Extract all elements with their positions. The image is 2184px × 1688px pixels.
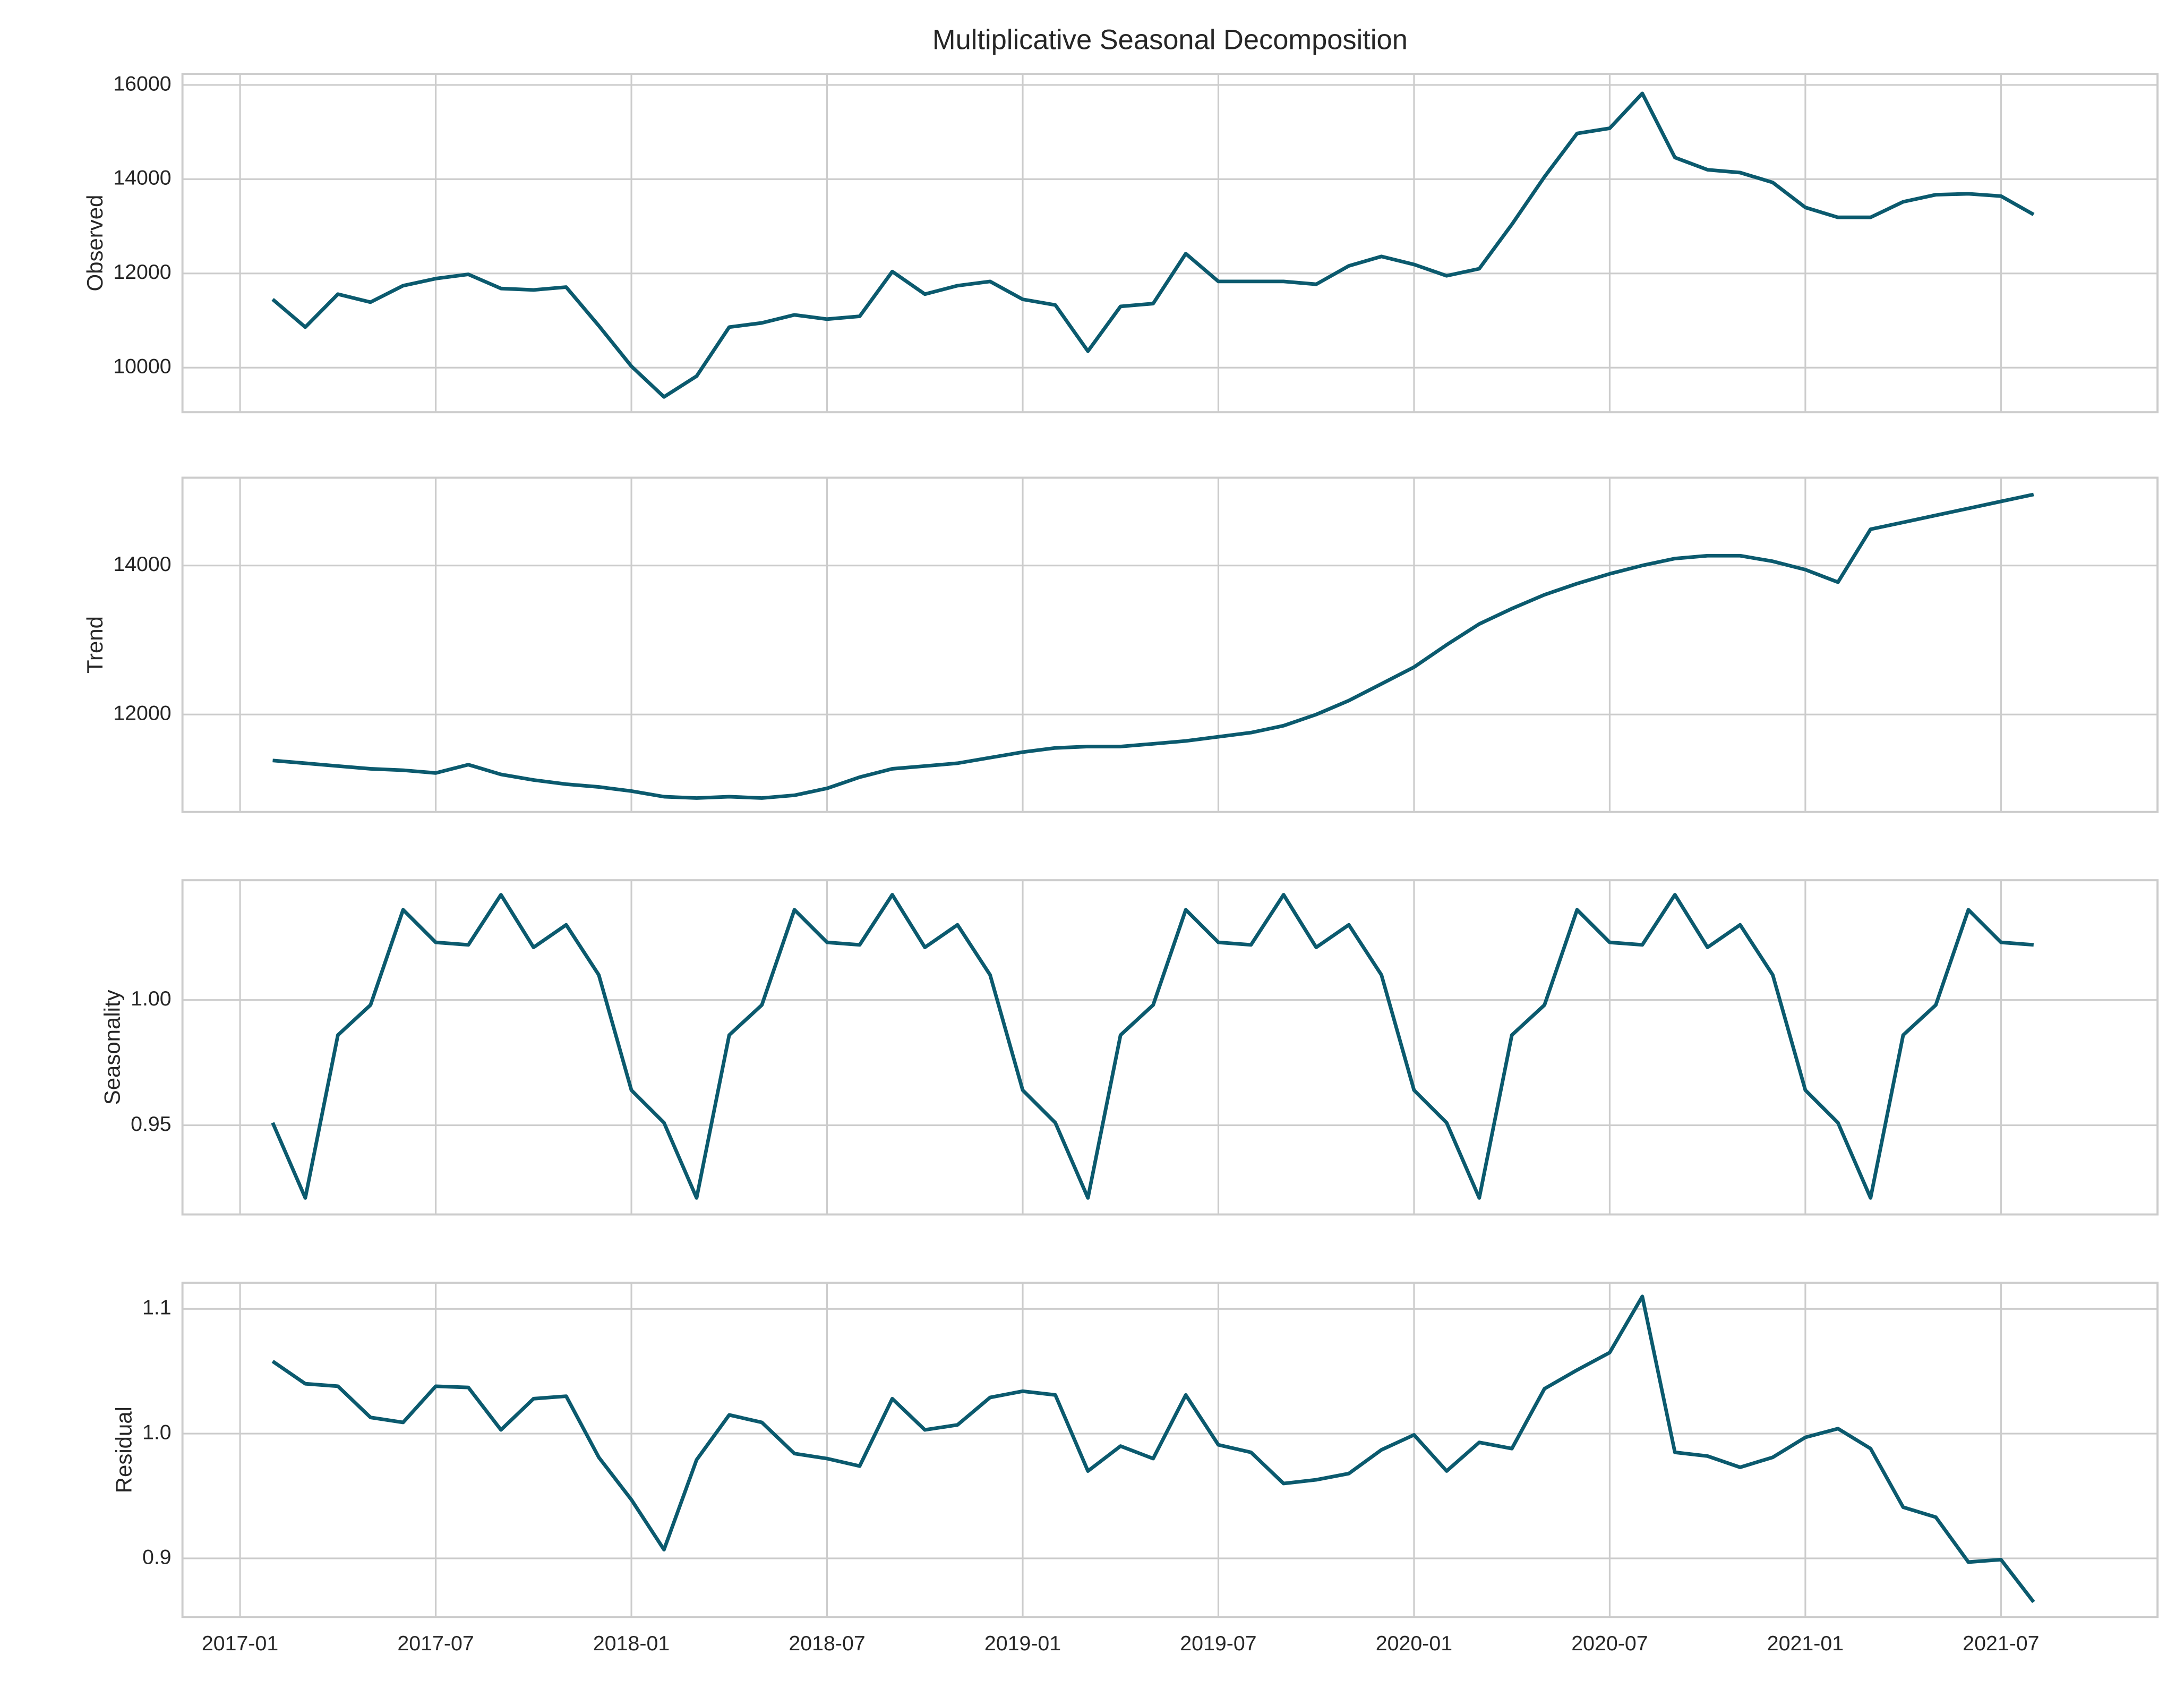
y-axis-label: Trend xyxy=(82,616,107,674)
x-tick-label: 2019-07 xyxy=(1180,1632,1256,1655)
x-tick-label: 2019-01 xyxy=(984,1632,1061,1655)
y-tick-label: 12000 xyxy=(113,702,171,725)
panel: 2017-01 2017-07 2018-01 2018-07 2019-01 2019-… xyxy=(112,1281,2159,1655)
plot-frame xyxy=(181,476,2159,813)
y-tick-label: 16000 xyxy=(113,72,171,95)
y-axis-label: Observed xyxy=(82,195,107,292)
y-axis-label: Residual xyxy=(112,1406,136,1493)
chart-title: Multiplicative Seasonal Decomposition xyxy=(932,25,1408,56)
x-tick-label: 2018-01 xyxy=(593,1632,670,1655)
series-line xyxy=(271,91,2035,399)
x-tick-label: 2018-07 xyxy=(789,1632,865,1655)
series-line xyxy=(271,1294,2035,1604)
x-tick-label: 2021-01 xyxy=(1767,1632,1844,1655)
plot-frame xyxy=(181,1281,2159,1618)
x-tick-label: 2021-07 xyxy=(1963,1632,2039,1655)
y-tick-label: 10000 xyxy=(113,355,171,378)
panel: 12000 14000 Trend xyxy=(82,476,2159,813)
series-line xyxy=(272,492,2034,800)
panel: 0.95 1.00 Seasonality xyxy=(100,879,2159,1216)
y-tick-label: 1.0 xyxy=(142,1420,172,1444)
x-tick-label: 2017-07 xyxy=(397,1632,474,1655)
series-line xyxy=(271,893,2034,1200)
plot-frame xyxy=(181,73,2159,414)
x-tick-label: 2020-07 xyxy=(1571,1632,1648,1655)
panel: Multiplicative Seasonal Decomposition 100… xyxy=(82,25,2159,414)
y-tick-label: 0.95 xyxy=(131,1112,172,1136)
y-axis-label: Seasonality xyxy=(100,990,125,1105)
x-tick-label: 2020-01 xyxy=(1376,1632,1452,1655)
y-tick-label: 1.00 xyxy=(131,987,172,1010)
y-tick-label: 0.9 xyxy=(142,1545,172,1568)
x-tick-label: 2017-01 xyxy=(202,1632,278,1655)
y-tick-label: 14000 xyxy=(113,552,171,576)
y-tick-label: 12000 xyxy=(113,260,171,284)
y-tick-label: 1.1 xyxy=(142,1296,172,1319)
plot-frame xyxy=(181,879,2159,1216)
y-tick-label: 14000 xyxy=(113,166,171,190)
